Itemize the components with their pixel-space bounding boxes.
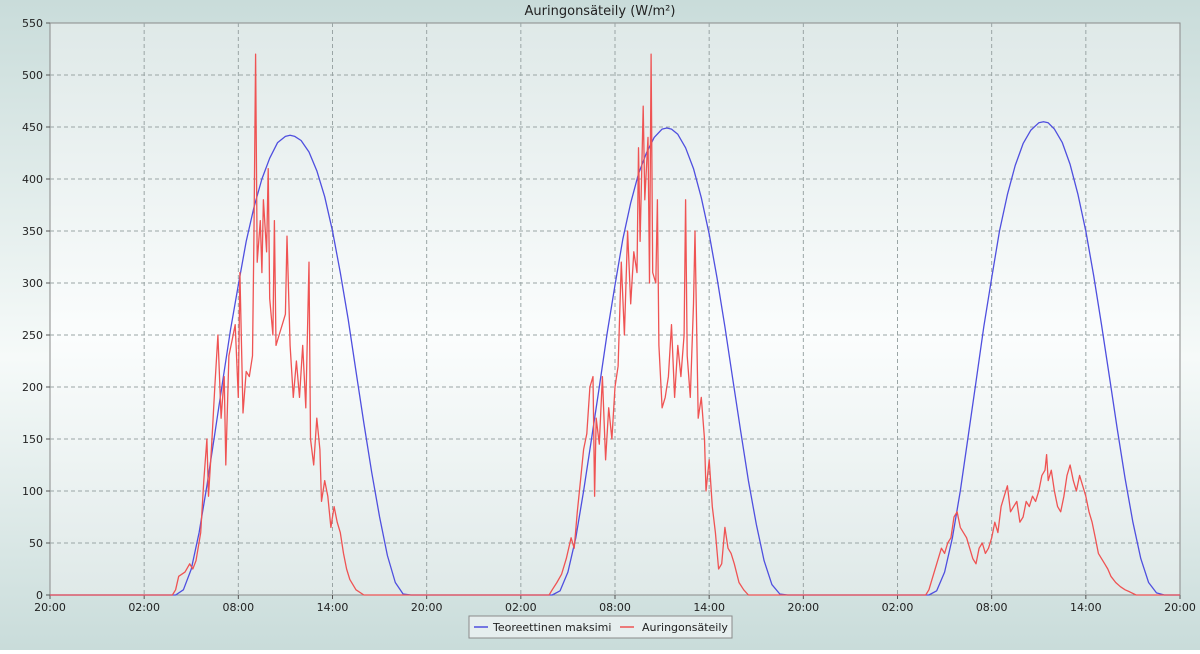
y-tick-label: 200 [22,381,43,394]
y-tick-label: 100 [22,485,43,498]
y-tick-label: 150 [22,433,43,446]
x-tick-label: 14:00 [1070,601,1102,614]
legend-label-teoreettinen-maksimi: Teoreettinen maksimi [492,621,611,634]
y-tick-label: 0 [36,589,43,602]
x-tick-label: 20:00 [411,601,443,614]
x-tick-label: 08:00 [599,601,631,614]
x-tick-label: 08:00 [976,601,1008,614]
series-line-auringonsateily [50,53,1180,596]
y-tick-label: 50 [29,537,43,550]
x-tick-label: 08:00 [222,601,254,614]
x-tick-label: 02:00 [128,601,160,614]
series-group [50,53,1180,596]
x-tick-label: 20:00 [34,601,66,614]
x-tick-label: 14:00 [693,601,725,614]
x-tick-label: 20:00 [1164,601,1196,614]
y-axis: 0 50 100 150 200 250 300 350 400 450 500 550 [22,17,50,602]
x-axis: 20:00 02:00 08:00 14:00 20:00 02:00 08:00 14:00… [34,595,1196,614]
y-tick-label: 400 [22,173,43,186]
x-tick-label: 02:00 [505,601,537,614]
y-tick-label: 250 [22,329,43,342]
legend-label-auringonsateily: Auringonsäteily [642,621,728,634]
series-line-teoreettinen-maksimi [50,121,1180,596]
y-tick-label: 550 [22,17,43,30]
grid-lines [50,23,1180,595]
y-tick-label: 300 [22,277,43,290]
y-tick-label: 350 [22,225,43,238]
x-tick-label: 20:00 [787,601,819,614]
x-tick-label: 14:00 [317,601,349,614]
legend: Teoreettinen maksimi Auringonsäteily [468,615,733,639]
y-tick-label: 500 [22,69,43,82]
legend-box [468,615,733,639]
chart-title: Auringonsäteily (W/m²) [525,4,676,19]
x-tick-label: 02:00 [882,601,914,614]
y-tick-label: 450 [22,121,43,134]
